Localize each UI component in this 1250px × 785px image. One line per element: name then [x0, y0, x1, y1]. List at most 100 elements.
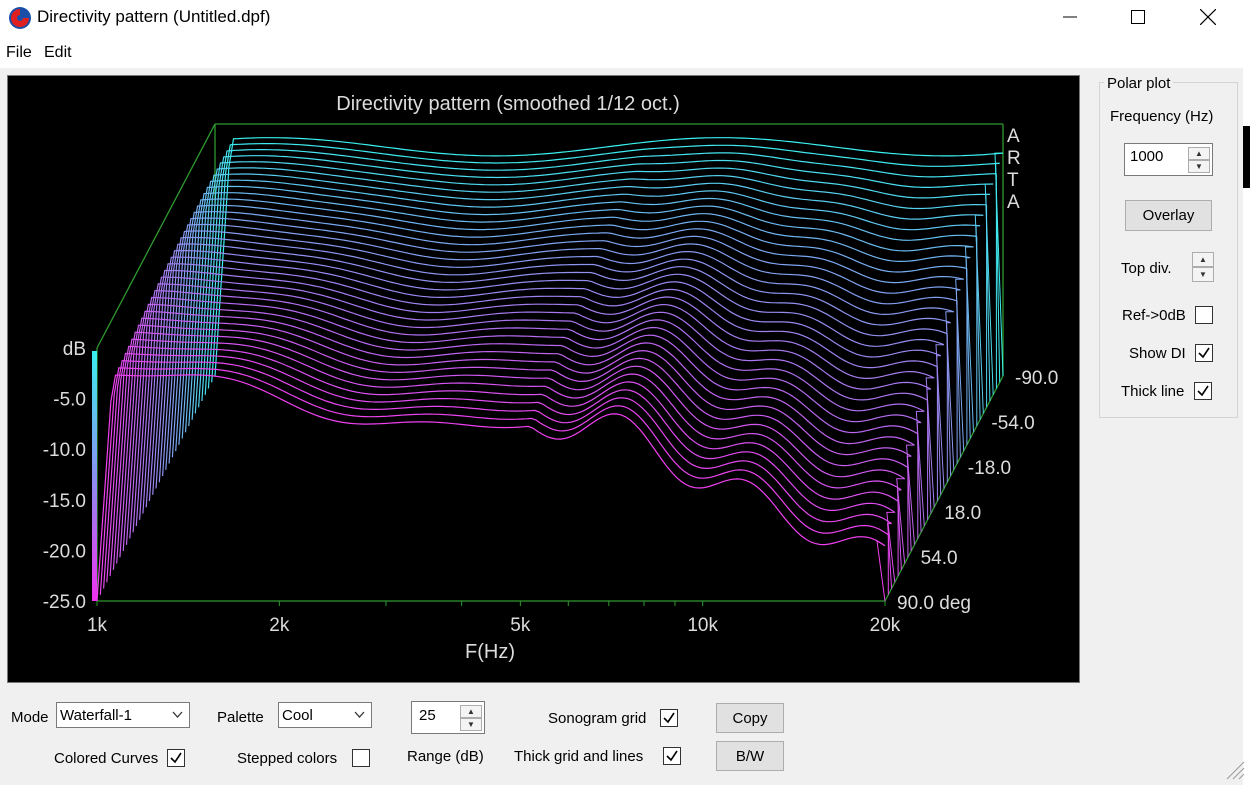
palette-label: Palette — [217, 709, 264, 726]
sonogram-grid-checkbox[interactable] — [660, 709, 678, 727]
waterfall-curve — [191, 179, 981, 420]
close-button[interactable] — [1173, 0, 1243, 34]
x-axis-label: F(Hz) — [465, 641, 515, 663]
waterfall-curve — [135, 290, 925, 527]
range-spinner[interactable]: 25 ▲ ▼ — [411, 701, 485, 734]
check-icon — [663, 712, 675, 724]
ref-0db-checkbox[interactable] — [1195, 306, 1213, 324]
x-tick-label: 10k — [687, 615, 718, 636]
menu-bar: File Edit — [0, 34, 1243, 68]
frequency-spinner[interactable]: 1000 ▲ ▼ — [1124, 143, 1213, 176]
waterfall-curve — [171, 217, 961, 458]
x-tick-label: 20k — [870, 615, 901, 636]
z-tick-label: -54.0 — [991, 413, 1034, 434]
edge-spike — [916, 422, 922, 533]
waterfall-curve — [142, 276, 932, 514]
arta-app-icon — [9, 7, 31, 29]
edge-spike — [906, 455, 912, 552]
check-icon — [1197, 385, 1209, 397]
top-div-up-button[interactable]: ▲ — [1192, 252, 1214, 267]
x-tick-label: 2k — [269, 615, 290, 636]
waterfall-curve — [188, 185, 977, 427]
minimize-button[interactable] — [1035, 0, 1105, 34]
waterfall-curves — [96, 137, 1004, 602]
edge-spike — [896, 489, 902, 570]
waterfall-curve — [139, 283, 928, 520]
waterfall-curve — [211, 143, 1000, 383]
edge-spike — [946, 322, 952, 477]
mode-value: Waterfall-1 — [60, 707, 132, 724]
bw-button[interactable]: B/W — [716, 741, 784, 771]
edge-spike — [926, 388, 932, 514]
check-icon — [170, 752, 182, 764]
palette-value: Cool — [282, 707, 313, 724]
close-icon — [1200, 9, 1216, 25]
waterfall-curve — [148, 263, 938, 502]
waterfall-curve — [106, 352, 896, 583]
copy-button[interactable]: Copy — [716, 703, 784, 733]
waterfall-curve — [198, 167, 987, 408]
stepped-colors-label: Stepped colors — [237, 750, 338, 767]
edge-spike — [945, 311, 955, 470]
edge-spike — [964, 246, 974, 433]
edge-spike — [905, 444, 915, 545]
y-tick-label: -20.0 — [43, 541, 86, 562]
window-title: Directivity pattern (Untitled.dpf) — [37, 7, 271, 26]
thick-line-label: Thick line — [1121, 383, 1185, 400]
check-icon — [666, 750, 678, 762]
top-div-down-button[interactable]: ▼ — [1192, 267, 1214, 282]
edge-spike — [925, 377, 935, 508]
x-axis-ticks: 1k 2k 5k 10k 20k — [87, 601, 901, 636]
waterfall-curve — [145, 269, 935, 508]
maximize-button[interactable] — [1103, 0, 1173, 34]
edge-spike — [876, 540, 886, 602]
show-di-checkbox[interactable] — [1195, 344, 1213, 362]
mode-label: Mode — [11, 709, 49, 726]
stepped-colors-checkbox[interactable] — [352, 749, 370, 767]
range-down-button[interactable]: ▼ — [460, 718, 482, 731]
colored-curves-checkbox[interactable] — [167, 749, 185, 767]
frequency-down-button[interactable]: ▼ — [1188, 160, 1210, 173]
edge-spike — [965, 257, 971, 439]
z-tick-label: -18.0 — [968, 458, 1011, 479]
y-tick-label: -10.0 — [43, 440, 86, 461]
frequency-up-button[interactable]: ▲ — [1188, 147, 1210, 160]
waterfall-curve — [204, 155, 994, 395]
edge-spike — [915, 410, 925, 527]
waterfall-curve — [184, 192, 974, 433]
waterfall-curve — [129, 303, 919, 539]
y-axis-ticks: dB -5.0 -10.0 -15.0 -20.0 -25.0 — [43, 339, 86, 613]
mode-select[interactable]: Waterfall-1 — [56, 702, 190, 728]
minimize-icon — [1063, 16, 1077, 18]
edge-spike — [995, 162, 1001, 383]
up-arrow-icon: ▲ — [467, 707, 475, 716]
thick-grid-checkbox[interactable] — [663, 747, 681, 765]
colored-curves-label: Colored Curves — [54, 750, 159, 767]
y-tick-label: -25.0 — [43, 592, 86, 613]
waterfall-curve — [201, 161, 990, 402]
resize-grip-icon[interactable] — [1225, 760, 1245, 780]
thick-line-checkbox[interactable] — [1194, 382, 1212, 400]
frequency-value: 1000 — [1130, 148, 1164, 165]
waterfall-curve — [152, 256, 941, 495]
check-icon — [1198, 347, 1210, 359]
directivity-plot[interactable]: Directivity pattern (smoothed 1/12 oct.)… — [7, 75, 1080, 683]
frame-line — [96, 123, 216, 349]
edge-spike — [887, 522, 893, 589]
overlay-button[interactable]: Overlay — [1125, 200, 1212, 231]
waterfall-chart: Directivity pattern (smoothed 1/12 oct.)… — [43, 93, 1059, 663]
menu-file[interactable]: File — [6, 44, 32, 61]
waterfall-curve — [162, 236, 951, 477]
menu-edit[interactable]: Edit — [44, 44, 72, 61]
edge-spike — [994, 152, 1004, 377]
edge-spike — [955, 278, 965, 452]
waterfall-curve — [207, 149, 997, 389]
range-up-button[interactable]: ▲ — [460, 705, 482, 718]
waterfall-curve — [155, 250, 945, 489]
edge-spike — [936, 355, 942, 495]
palette-select[interactable]: Cool — [278, 702, 372, 728]
waterfall-curve — [214, 137, 1004, 377]
db-color-scale — [92, 351, 97, 601]
chevron-down-icon — [354, 711, 365, 718]
z-tick-label: 90.0 deg — [897, 593, 971, 614]
